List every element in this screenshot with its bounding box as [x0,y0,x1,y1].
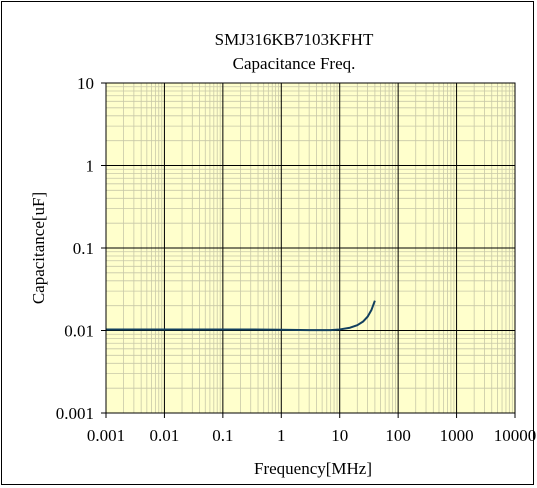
x-axis-label: Frequency[MHz] [254,459,372,478]
series-layer [106,300,376,332]
x-tick-label: 1 [277,426,286,445]
y-tick-label: 0.1 [73,239,94,258]
x-tick-label: 0.1 [212,426,233,445]
x-tick-label: 1000 [440,426,474,445]
y-tick-label: 0.001 [56,404,94,423]
x-tick-label: 0.001 [87,426,125,445]
y-tick-label: 1 [86,157,95,176]
y-tick-label: 10 [77,74,94,93]
y-axis-label: Capacitance[uF] [29,192,48,304]
x-tick-label: 0.01 [150,426,180,445]
y-tick-label: 0.01 [64,322,94,341]
x-tick-label: 100 [385,426,411,445]
y-tick-labels: 0.001 0.01 0.1 1 10 [56,74,94,423]
x-tick-label: 10 [331,426,348,445]
x-tick-label: 10000 [494,426,537,445]
plot-border [105,82,516,414]
x-tick-labels: 0.001 0.01 0.1 1 10 100 1000 10000 [87,426,536,445]
capacitance-series-line [106,300,376,332]
chart-title: SMJ316KB7103KFHT [215,30,374,49]
chart-subtitle: Capacitance Freq. [233,54,356,73]
